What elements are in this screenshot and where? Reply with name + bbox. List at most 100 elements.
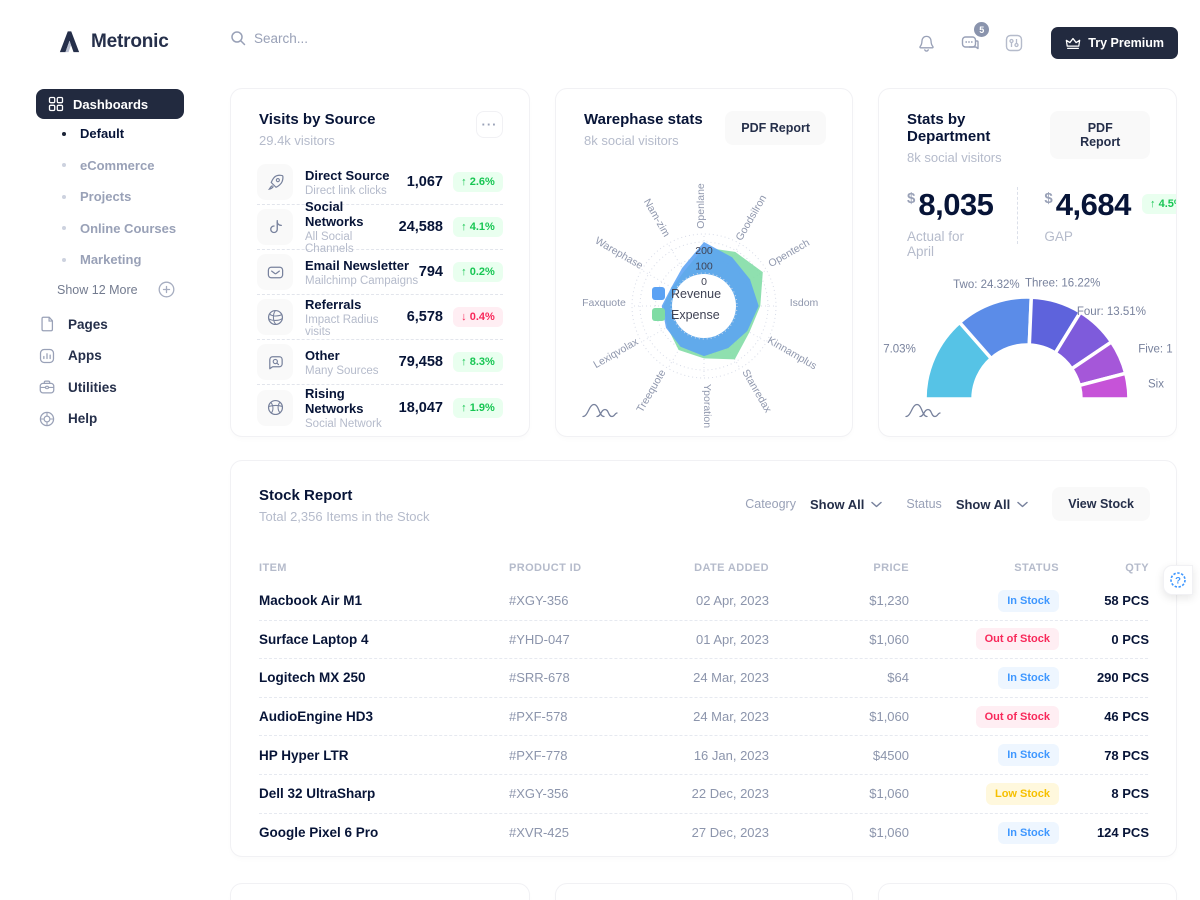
sidebar-item-default[interactable]: Default: [62, 126, 124, 141]
search-icon: [231, 31, 246, 46]
email-icon: [257, 254, 293, 290]
warephase-card-title: Warephase stats: [584, 111, 703, 128]
tiktok-icon: [257, 209, 293, 245]
metronic-logo[interactable]: Metronic: [57, 29, 169, 54]
chat-icon: [962, 36, 979, 50]
cell-qty: 0 PCS: [1111, 631, 1149, 647]
svg-text:Three: 16.22%: Three: 16.22%: [1025, 277, 1100, 289]
cell-price: $1,060: [869, 786, 909, 802]
visits-row: Other Many Sources 79,458 ↑ 8.3%: [257, 340, 503, 385]
svg-text:?: ?: [1175, 576, 1181, 587]
rocket-icon: [257, 164, 293, 200]
sidebar-item-ecommerce[interactable]: eCommerce: [62, 158, 154, 173]
column-header: ITEM: [259, 562, 287, 574]
status-filter-select[interactable]: Show All: [956, 497, 1028, 512]
visits-row: Rising Networks Social Network 18,047 ↑ 1.9…: [257, 385, 503, 430]
sidebar-show-more[interactable]: Show 12 More: [57, 281, 175, 298]
waves-icon: [582, 403, 618, 418]
visits-source-subtitle: Impact Radius visits: [305, 313, 379, 338]
stat-gap-label: GAP: [1044, 229, 1073, 244]
svg-text:Revenue: Revenue: [671, 287, 721, 301]
stock-table-row: Dell 32 UltraSharp #XGY-356 22 Dec, 2023 $1…: [259, 775, 1149, 814]
svg-text:0: 0: [701, 276, 707, 288]
sidebar-item-dashboards[interactable]: Dashboards: [36, 89, 184, 119]
search-input[interactable]: [254, 30, 504, 46]
visits-delta-badge: ↑ 1.9%: [453, 397, 503, 418]
stock-card-subtitle: Total 2,356 Items in the Stock: [259, 509, 430, 524]
bottom-card-stub-3: [878, 883, 1177, 900]
visits-menu-button[interactable]: ···: [476, 111, 503, 138]
sidebar-item-pages[interactable]: Pages: [38, 315, 108, 333]
cell-price: $1,230: [869, 593, 909, 609]
sidebar-dashboards-label: Dashboards: [73, 96, 149, 112]
stock-table: ITEM PRODUCT ID DATE ADDED PRICE STATUS QTY M…: [231, 554, 1176, 852]
utilities-icon: [38, 378, 56, 396]
sidebar-item-label: eCommerce: [80, 157, 155, 173]
stat-actual-value: 8,035: [918, 187, 994, 222]
cell-product-id: #SRR-678: [509, 670, 570, 686]
cell-product-id: #YHD-047: [509, 631, 570, 647]
svg-text:Two: 24.32%: Two: 24.32%: [953, 279, 1019, 291]
visits-delta-badge: ↑ 2.6%: [453, 172, 503, 192]
visits-source-subtitle: Direct link clicks: [305, 184, 387, 197]
svg-text:Warephase: Warephase: [593, 235, 645, 272]
cell-product-id: #XGY-356: [509, 593, 569, 609]
settings-button[interactable]: [999, 28, 1029, 58]
visits-card-title: Visits by Source: [259, 111, 376, 128]
department-card-title: Stats by Department: [907, 111, 991, 145]
sidebar-item-marketing[interactable]: Marketing: [62, 252, 141, 267]
cell-date-added: 24 Mar, 2023: [693, 670, 769, 686]
sidebar-item-apps[interactable]: Apps: [38, 347, 102, 365]
stock-report-card: Stock Report Total 2,356 Items in the St…: [230, 460, 1177, 857]
stock-table-row: Logitech MX 250 #SRR-678 24 Mar, 2023 $64 In…: [259, 659, 1149, 698]
visits-value: 79,458: [398, 354, 443, 370]
help-floating-button[interactable]: ?: [1163, 565, 1193, 595]
sidebar-item-projects[interactable]: Projects: [62, 189, 131, 204]
visits-row: Direct Source Direct link clicks 1,067 ↑ 2.…: [257, 160, 503, 205]
chat-button[interactable]: 5: [955, 22, 990, 58]
cell-item-name: Google Pixel 6 Pro: [259, 825, 379, 841]
global-search[interactable]: [230, 30, 530, 46]
sidebar-item-label: Projects: [80, 189, 132, 204]
visits-value: 794: [418, 264, 443, 280]
stock-card-title: Stock Report: [259, 487, 353, 504]
currency-symbol: $: [907, 190, 916, 207]
visits-source-title: Referrals: [305, 296, 362, 312]
sidebar-item-help[interactable]: Help: [38, 410, 97, 428]
stock-table-row: Surface Laptop 4 #YHD-047 01 Apr, 2023 $1,0…: [259, 621, 1149, 660]
sidebar-item-online-courses[interactable]: Online Courses: [62, 221, 176, 236]
stat-gap: $ 4,684 ↑ 4.5% GAP: [1017, 187, 1176, 244]
notifications-button[interactable]: [911, 28, 941, 58]
svg-text:Expense: Expense: [671, 308, 720, 322]
category-filter-select[interactable]: Show All: [810, 497, 883, 512]
try-premium-button[interactable]: Try Premium: [1051, 27, 1178, 59]
chat-search-icon: [257, 344, 293, 380]
visits-source-title: Email Newsletter: [305, 257, 410, 273]
view-stock-button[interactable]: View Stock: [1052, 487, 1150, 521]
bullet-icon: [62, 194, 66, 199]
visits-delta-badge: ↑ 0.2%: [453, 262, 503, 282]
cell-item-name: Surface Laptop 4: [259, 631, 369, 647]
crown-icon: [1065, 37, 1081, 49]
svg-text:Lexiqvolax: Lexiqvolax: [591, 335, 641, 371]
sidebar-section-label: Pages: [68, 316, 108, 332]
bullet-icon: [62, 163, 66, 167]
cell-item-name: HP Hyper LTR: [259, 747, 349, 763]
show-more-label: Show 12 More: [57, 282, 138, 297]
network-icon: [257, 389, 293, 426]
cell-price: $64: [887, 670, 909, 686]
visits-source-title: Direct Source: [305, 167, 390, 183]
column-header: PRICE: [873, 562, 909, 574]
chat-count-badge: 5: [974, 22, 990, 37]
svg-text:Openlane: Openlane: [695, 183, 707, 229]
cell-date-added: 24 Mar, 2023: [693, 709, 769, 725]
visits-value: 18,047: [398, 399, 443, 416]
sidebar-item-utilities[interactable]: Utilities: [38, 378, 117, 396]
warephase-pdf-report-button[interactable]: PDF Report: [725, 111, 826, 145]
cell-qty: 124 PCS: [1096, 825, 1149, 841]
cell-qty: 290 PCS: [1096, 670, 1149, 686]
department-pdf-report-button[interactable]: PDF Report: [1050, 111, 1150, 159]
visits-source-title: Other: [305, 347, 340, 363]
cell-qty: 8 PCS: [1111, 786, 1149, 802]
logo-text: Metronic: [91, 30, 169, 52]
